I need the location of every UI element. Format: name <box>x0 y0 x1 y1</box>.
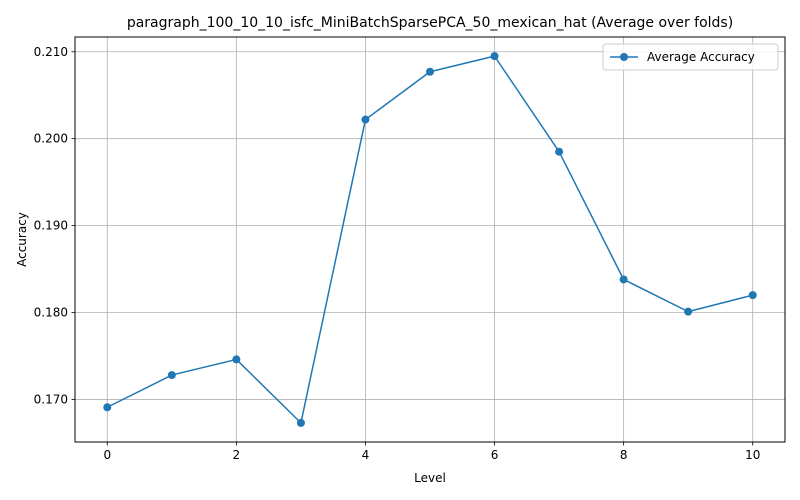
data-point <box>296 418 305 427</box>
data-point <box>426 67 434 76</box>
legend: Average Accuracy <box>602 43 779 71</box>
y-tick-label: 0.210 <box>34 45 68 59</box>
data-point <box>361 115 370 124</box>
y-tick-label: 0.170 <box>34 392 68 406</box>
x-tick-label: 8 <box>620 448 628 462</box>
x-tick-label: 4 <box>362 448 370 462</box>
tick-layer: 0 2 4 6 8 10 0.170 0.180 0.190 0.200 0.210 <box>34 45 761 462</box>
data-point <box>103 403 112 412</box>
data-point <box>167 371 176 380</box>
legend-marker-swatch <box>620 53 628 61</box>
grid-layer <box>75 37 785 442</box>
data-point <box>232 355 241 364</box>
series-layer <box>103 52 757 427</box>
data-point <box>555 147 564 156</box>
legend-box <box>602 43 779 71</box>
chart-title: paragraph_100_10_10_isfc_MiniBatchSparse… <box>127 15 733 31</box>
legend-label: Average Accuracy <box>647 50 755 64</box>
x-tick-label: 10 <box>745 448 760 462</box>
data-point <box>619 275 628 284</box>
x-tick-label: 2 <box>233 448 241 462</box>
data-point <box>748 291 757 300</box>
y-tick-label: 0.190 <box>34 219 68 233</box>
y-axis-label: Accuracy <box>15 212 29 267</box>
y-tick-label: 0.180 <box>34 306 68 320</box>
data-point <box>490 52 499 61</box>
y-tick-label: 0.200 <box>34 132 68 146</box>
x-tick-label: 6 <box>491 448 499 462</box>
plot-frame <box>74 36 786 443</box>
x-tick-label: 0 <box>103 448 111 462</box>
x-axis-label: Level <box>414 471 446 485</box>
data-point <box>684 307 693 316</box>
